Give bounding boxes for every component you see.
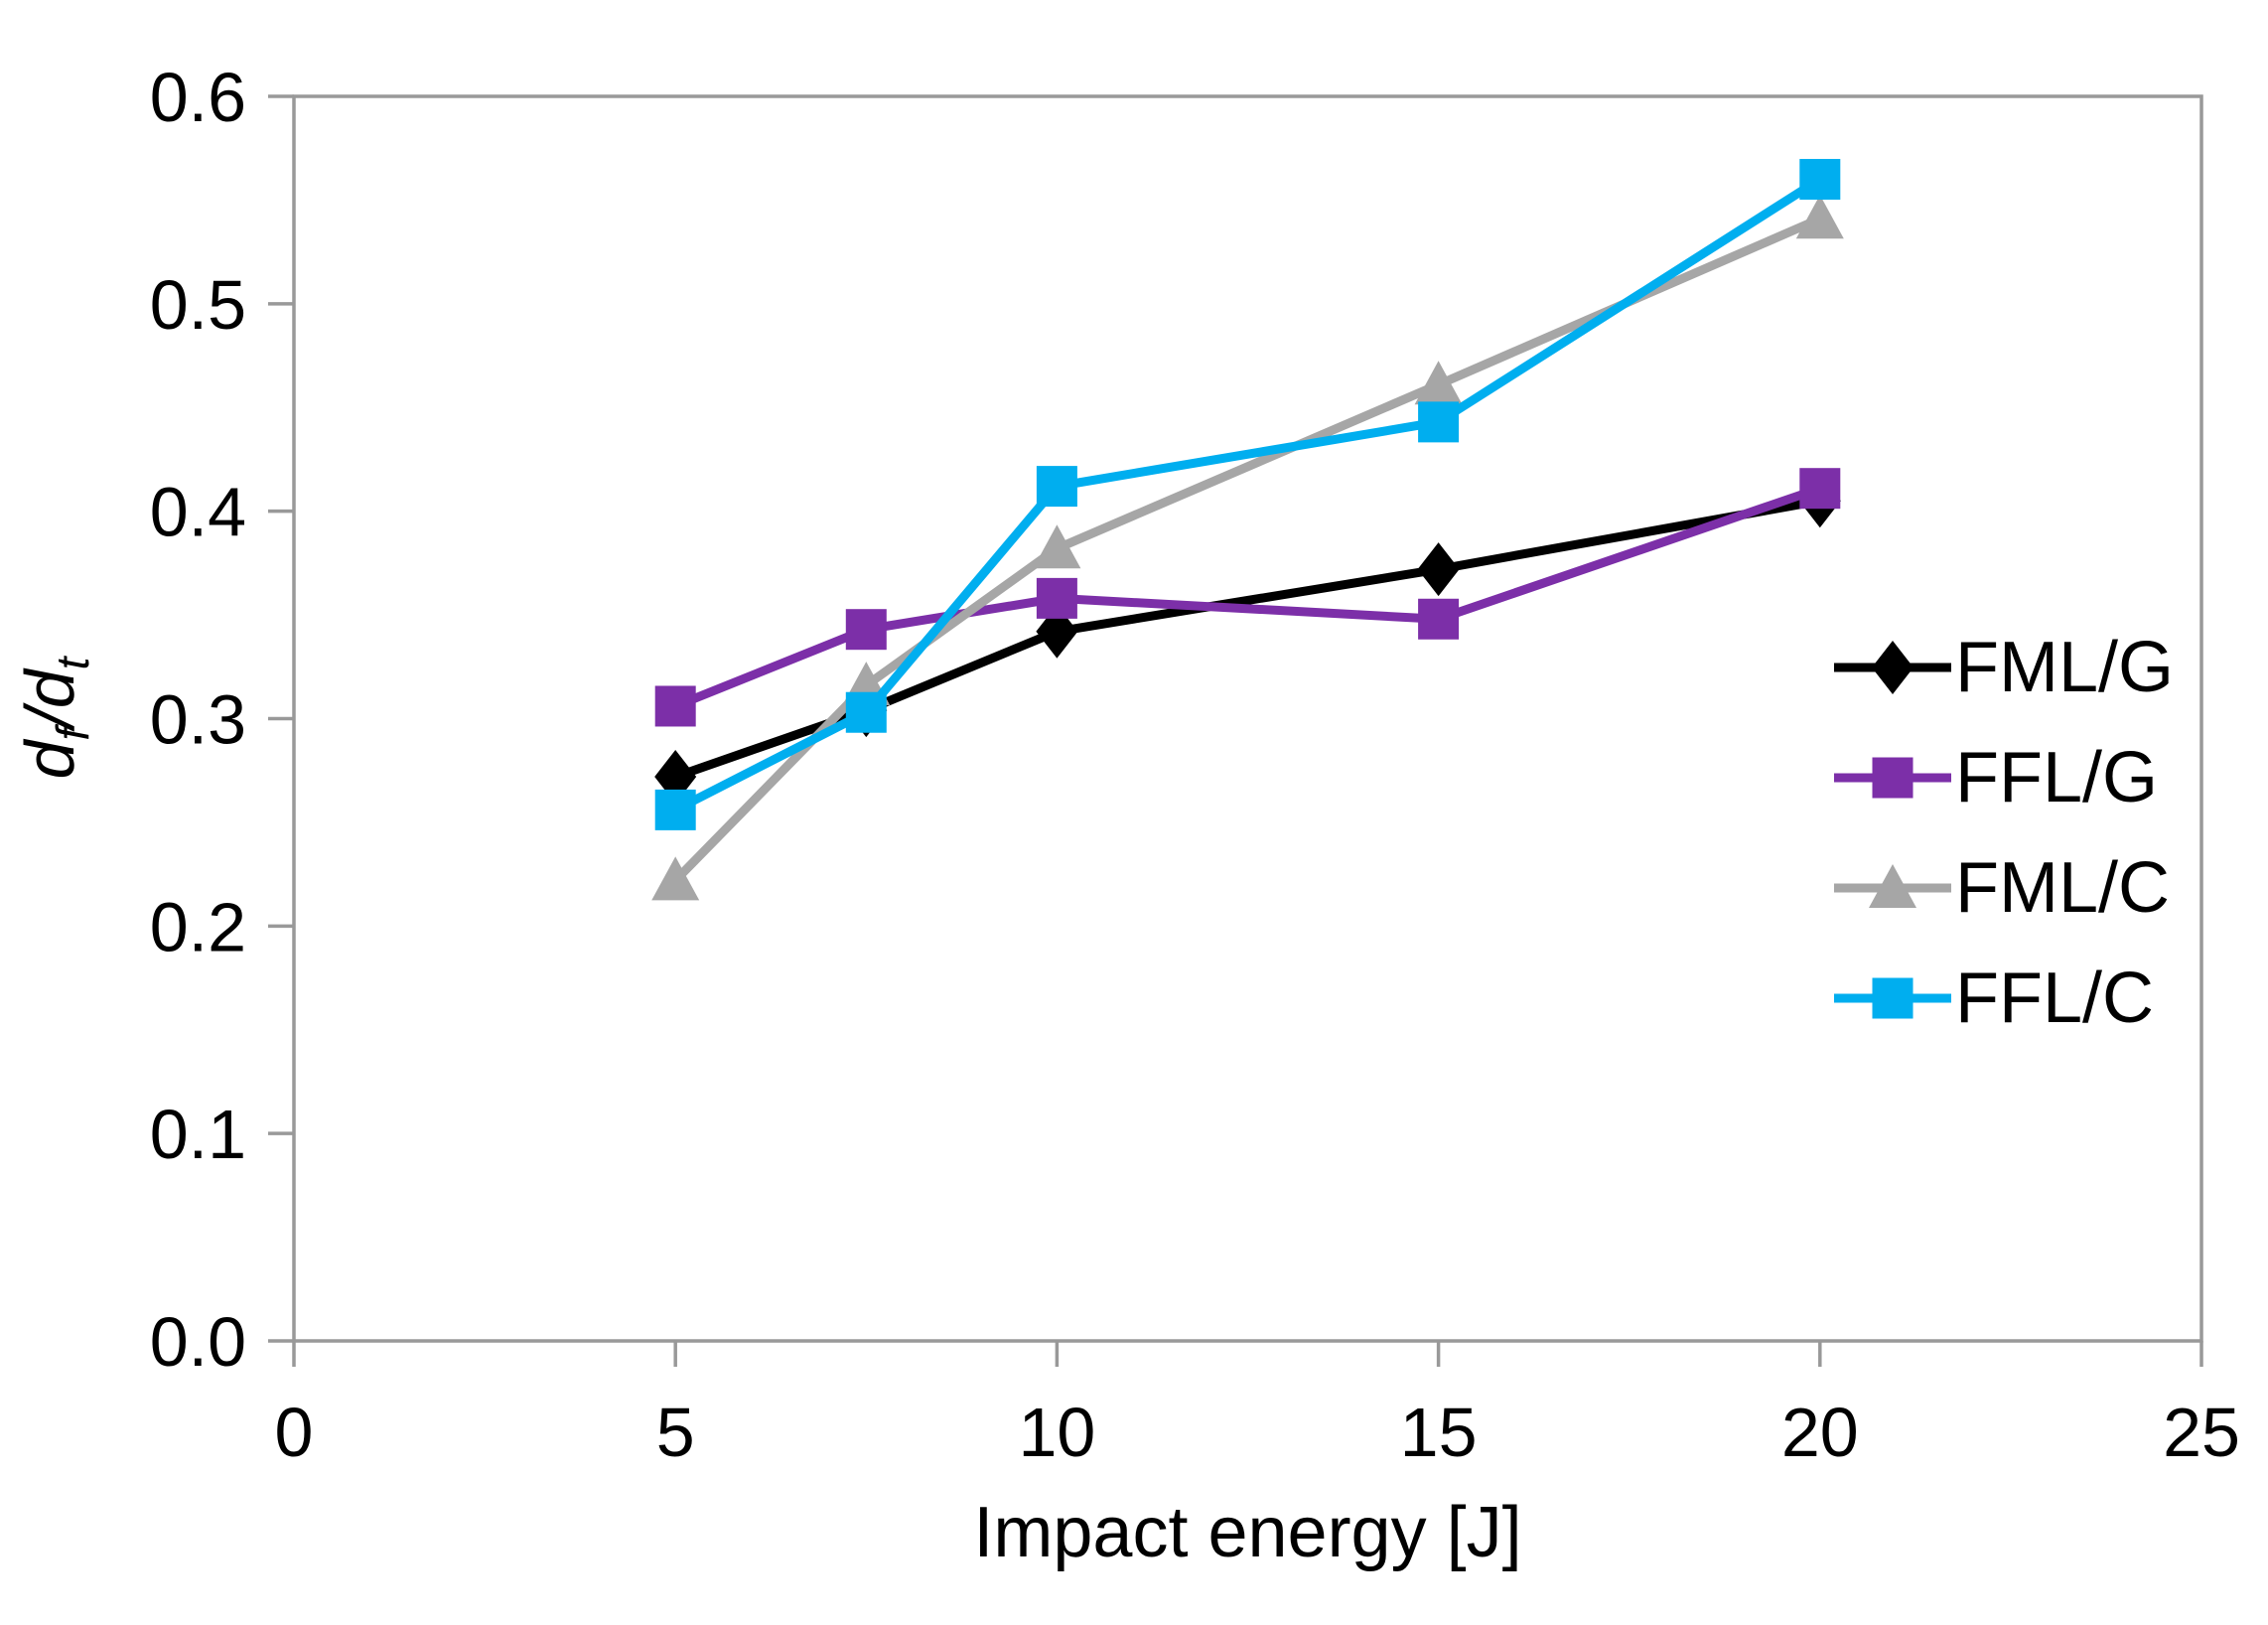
x-tick-label: 5 — [656, 1394, 695, 1471]
y-axis-title-slash: / — [11, 708, 88, 728]
legend-sample-ffl-c — [1834, 977, 1951, 1018]
marker-square — [845, 691, 887, 733]
marker-diamond — [1417, 542, 1460, 597]
legend-item-fml-g: FML/G — [1832, 612, 2174, 722]
legend-item-fml-c: FML/C — [1832, 832, 2174, 943]
y-tick-label: 0.0 — [150, 1303, 246, 1381]
x-tick-label: 0 — [275, 1394, 314, 1471]
legend-sample-fml-c — [1834, 863, 1951, 908]
marker-square — [1872, 757, 1914, 798]
x-tick-label: 15 — [1400, 1394, 1478, 1471]
marker-square — [1418, 598, 1460, 640]
x-tick-label: 25 — [2163, 1394, 2240, 1471]
y-tick-label: 0.5 — [150, 266, 246, 344]
legend-item-ffl-g: FFL/G — [1832, 722, 2174, 832]
marker-triangle — [1414, 361, 1463, 405]
y-axis-title-d2: d — [11, 669, 88, 709]
y-tick-label: 0.1 — [150, 1096, 246, 1173]
y-tick-label: 0.3 — [150, 681, 246, 759]
marker-triangle — [1869, 863, 1916, 908]
marker-triangle — [651, 856, 700, 901]
y-tick-label: 0.2 — [150, 888, 246, 965]
x-tick-label: 20 — [1781, 1394, 1859, 1471]
marker-square — [654, 789, 696, 830]
marker-square — [845, 609, 887, 651]
x-tick-label: 10 — [1018, 1394, 1095, 1471]
y-axis-title-sub2: t — [47, 657, 98, 670]
marker-diamond — [1872, 640, 1914, 694]
marker-square — [1872, 977, 1914, 1018]
marker-square — [1418, 401, 1460, 443]
legend-label-fml-g: FML/G — [1955, 627, 2175, 707]
marker-square — [1799, 159, 1841, 201]
marker-square — [1799, 468, 1841, 510]
legend-label-fml-c: FML/C — [1955, 847, 2170, 928]
y-tick-label: 0.4 — [150, 474, 246, 551]
y-axis-title-sub1: f — [47, 727, 98, 741]
legend-sample-ffl-g — [1834, 757, 1951, 798]
marker-triangle — [1795, 195, 1844, 239]
x-axis-title: Impact energy [J] — [973, 1493, 1522, 1572]
y-tick-label: 0.6 — [150, 59, 246, 136]
legend-sample-fml-g — [1834, 640, 1951, 694]
y-axis-title-d1: d — [11, 740, 88, 780]
y-axis-title: df/dt — [10, 658, 99, 780]
legend-item-ffl-c: FFL/C — [1832, 943, 2174, 1053]
legend-label-ffl-c: FFL/C — [1955, 958, 2155, 1038]
marker-square — [1036, 577, 1077, 619]
marker-square — [1036, 466, 1077, 508]
marker-square — [654, 685, 696, 727]
legend-label-ffl-g: FFL/G — [1955, 737, 2159, 817]
marker-triangle — [1033, 524, 1081, 569]
legend: FML/G FFL/G FML/C FFL/C — [1832, 612, 2174, 1053]
